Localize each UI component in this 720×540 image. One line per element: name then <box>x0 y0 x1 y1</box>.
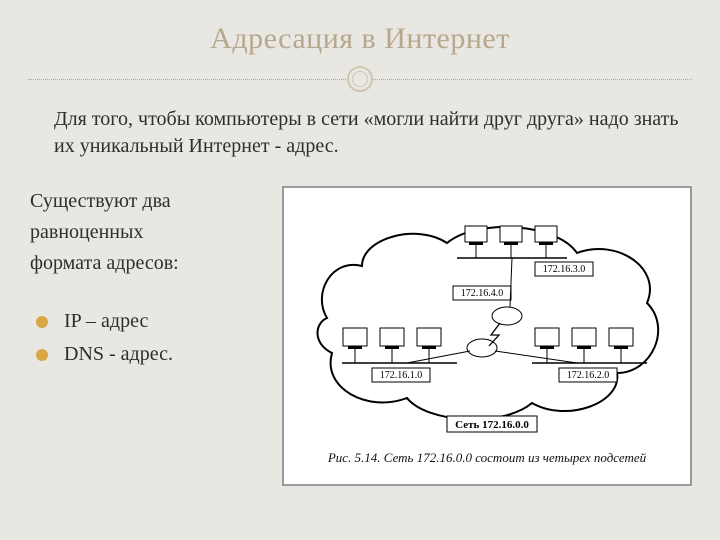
subnet-label: 172.16.4.0 <box>461 288 504 299</box>
overall-net-label: Сеть 172.16.0.0 <box>455 419 529 431</box>
pc-icon <box>572 328 596 363</box>
bullet-dns: DNS - адрес. <box>30 338 268 371</box>
subnet-label: 172.16.3.0 <box>543 264 586 275</box>
subnet-label: 172.16.2.0 <box>567 370 610 381</box>
pc-icon <box>380 328 404 363</box>
pc-icon <box>343 328 367 363</box>
intro-text: Для того, чтобы компьютеры в сети «могли… <box>54 106 682 160</box>
pc-icon <box>465 226 487 258</box>
page-title: Адресация в Интернет <box>28 22 692 56</box>
pc-icon <box>535 226 557 258</box>
figure-caption: Рис. 5.14. Сеть 172.16.0.0 состоит из че… <box>294 450 680 466</box>
bullet-ip: IP – адрес <box>30 305 268 338</box>
subnet-label: 172.16.1.0 <box>380 370 423 381</box>
left-column: Существуют два равноценных формата адрес… <box>28 186 268 486</box>
network-figure: 172.16.3.0 172.16.4.0 172.16.1.0 <box>282 186 692 486</box>
pc-icon <box>500 226 522 258</box>
pc-icon <box>609 328 633 363</box>
pc-icon <box>417 328 441 363</box>
title-divider <box>28 66 692 94</box>
format-line-3: формата адресов: <box>30 248 268 279</box>
format-line-2: равноценных <box>30 217 268 248</box>
format-line-1: Существуют два <box>30 186 268 217</box>
network-diagram: 172.16.3.0 172.16.4.0 172.16.1.0 <box>294 198 680 448</box>
